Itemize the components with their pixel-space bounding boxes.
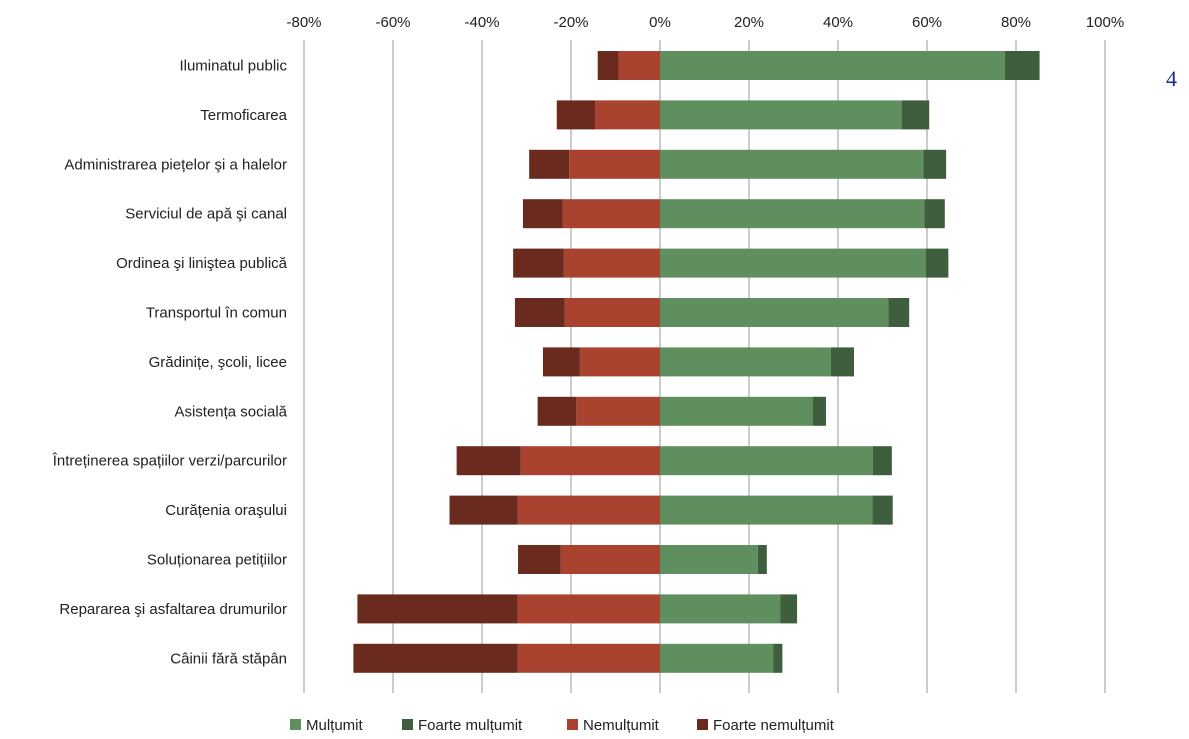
x-tick-label: 60%: [912, 14, 942, 31]
bar-nemulțumit: [618, 51, 660, 80]
x-tick-label: -40%: [464, 14, 499, 31]
x-axis-ticks: -80% -60% -40% -20% 0% 20% 40% 60% 80% 100%: [286, 14, 1124, 31]
bar-foarte-mulțumit: [773, 643, 783, 673]
legend: Mulțumit Foarte mulțumit Nemulțumit Foarte …: [290, 717, 835, 734]
bar-foarte-nemulțumit: [556, 100, 596, 130]
bar-foarte-mulțumit: [812, 396, 826, 426]
x-tick-label: 80%: [1001, 14, 1031, 31]
category-labels: Iluminatul public Termoficarea Administrar…: [52, 58, 288, 668]
bar-foarte-mulțumit: [1004, 51, 1040, 80]
bar-foarte-mulțumit: [924, 199, 945, 229]
bar-mulțumit: [660, 643, 774, 673]
bar-foarte-nemulțumit: [357, 594, 518, 624]
bar-foarte-nemulțumit: [456, 446, 521, 476]
bar-nemulțumit: [576, 396, 660, 426]
bar-foarte-nemulțumit: [518, 545, 561, 574]
bar-mulțumit: [660, 248, 926, 278]
bar-mulțumit: [660, 149, 924, 179]
bar-foarte-mulțumit: [872, 495, 893, 525]
bar-foarte-mulțumit: [901, 100, 930, 130]
bar-mulțumit: [660, 495, 873, 525]
bar-foarte-nemulțumit: [353, 643, 518, 673]
bar-foarte-mulțumit: [830, 347, 855, 377]
legend-label: Nemulțumit: [583, 717, 660, 734]
bar-mulțumit: [660, 594, 781, 624]
bar-nemulțumit: [579, 347, 660, 377]
bar-foarte-mulțumit: [923, 149, 947, 179]
bar-foarte-nemulțumit: [529, 149, 570, 179]
bar-nemulțumit: [517, 594, 660, 624]
category-label: Asistența socială: [174, 403, 287, 420]
legend-swatch: [402, 719, 413, 730]
category-label: Transportul în comun: [146, 305, 287, 322]
bar-mulțumit: [660, 51, 1005, 80]
category-label: Serviciul de apă şi canal: [125, 206, 287, 223]
bar-foarte-nemulțumit: [514, 298, 565, 327]
bar-foarte-mulțumit: [925, 248, 949, 278]
x-tick-label: 20%: [734, 14, 764, 31]
bar-foarte-mulțumit: [872, 446, 892, 476]
category-label: Termoficarea: [200, 107, 287, 124]
category-label: Repararea şi asfaltarea drumurilor: [59, 601, 287, 618]
bar-foarte-nemulțumit: [597, 51, 619, 80]
bar-nemulțumit: [560, 545, 660, 574]
bar-nemulțumit: [517, 495, 660, 525]
page-number: 4: [1166, 66, 1177, 91]
bar-mulțumit: [660, 199, 925, 229]
category-label: Soluționarea petițiilor: [147, 552, 287, 569]
legend-label: Foarte nemulțumit: [713, 717, 835, 734]
category-label: Iluminatul public: [179, 58, 287, 75]
bar-nemulțumit: [520, 446, 660, 476]
legend-swatch: [697, 719, 708, 730]
x-tick-label: -20%: [553, 14, 588, 31]
bar-nemulțumit: [563, 248, 660, 278]
legend-swatch: [290, 719, 301, 730]
category-label: Ordinea şi liniştea publică: [116, 255, 288, 272]
bar-nemulțumit: [517, 643, 660, 673]
bar-mulțumit: [660, 446, 873, 476]
category-label: Curățenia oraşului: [165, 502, 287, 519]
bar-foarte-nemulțumit: [449, 495, 518, 525]
bars: [353, 51, 1040, 673]
bar-mulțumit: [660, 100, 902, 130]
x-tick-label: -80%: [286, 14, 321, 31]
bar-foarte-mulțumit: [757, 545, 767, 574]
x-tick-label: -60%: [375, 14, 410, 31]
category-label: Administrarea piețelor şi a halelor: [64, 156, 287, 173]
bar-foarte-nemulțumit: [537, 396, 577, 426]
bar-nemulțumit: [569, 149, 660, 179]
bar-foarte-nemulțumit: [542, 347, 580, 377]
x-tick-label: 40%: [823, 14, 853, 31]
category-label: Grădinițe, şcoli, licee: [149, 354, 287, 371]
bar-mulțumit: [660, 396, 813, 426]
bar-mulțumit: [660, 545, 758, 574]
bar-foarte-mulțumit: [780, 594, 798, 624]
legend-swatch: [567, 719, 578, 730]
category-label: Câinii fără stăpân: [170, 650, 287, 667]
bar-foarte-nemulțumit: [522, 199, 563, 229]
bar-mulțumit: [660, 298, 889, 327]
bar-mulțumit: [660, 347, 831, 377]
legend-label: Mulțumit: [306, 717, 364, 734]
bar-nemulțumit: [564, 298, 660, 327]
bar-foarte-mulțumit: [888, 298, 910, 327]
bar-nemulțumit: [562, 199, 660, 229]
x-tick-label: 100%: [1086, 14, 1124, 31]
legend-label: Foarte mulțumit: [418, 717, 523, 734]
bar-foarte-nemulțumit: [513, 248, 564, 278]
bar-nemulțumit: [595, 100, 660, 130]
x-tick-label: 0%: [649, 14, 671, 31]
category-label: Întreținerea spațiilor verzi/parcurilor: [52, 453, 287, 470]
